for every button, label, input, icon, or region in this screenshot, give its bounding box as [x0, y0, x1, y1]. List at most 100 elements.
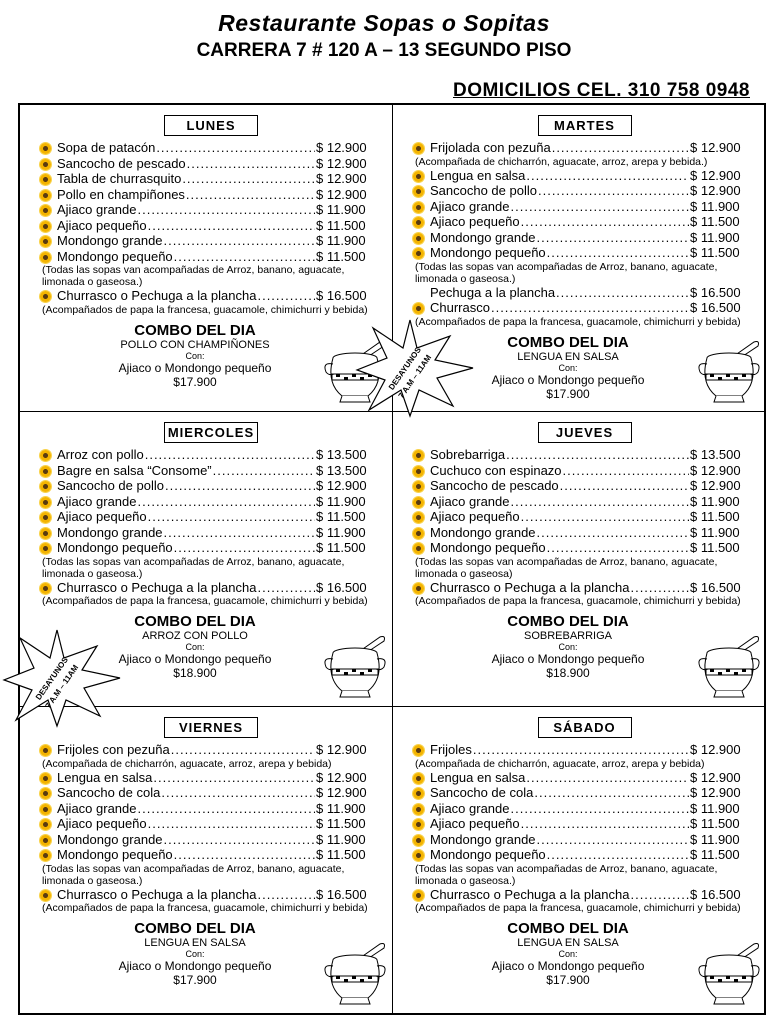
- sunflower-icon: [413, 449, 430, 465]
- sunflower-icon: [40, 787, 57, 803]
- item-name: Pollo en champiñones: [57, 186, 185, 202]
- item-price: $ 12.900: [316, 155, 367, 171]
- dot-leader: [164, 832, 315, 848]
- dot-leader: [511, 494, 690, 510]
- item-name: Sobrebarriga: [430, 447, 506, 462]
- dot-leader: [257, 887, 315, 903]
- menu-item: Sancocho de pollo $ 12.900: [40, 478, 382, 494]
- sunflower-icon: [40, 772, 57, 788]
- item-price: $ 12.900: [316, 171, 367, 186]
- soup-pot-icon: [694, 338, 764, 409]
- menu-item: Sancocho de pescado $ 12.900: [40, 156, 382, 172]
- item-name: Churrasco o Pechuga a la plancha: [430, 886, 630, 902]
- item-price: $ 11.900: [690, 831, 740, 847]
- menu-item: Lengua en salsa $ 12.900: [40, 770, 382, 786]
- item-name: Ajiaco pequeño: [430, 509, 520, 524]
- item-price: $ 11.900: [316, 524, 366, 540]
- item-name: Cuchuco con espinazo: [430, 462, 562, 478]
- sunflower-icon: [413, 542, 430, 558]
- dot-leader: [506, 447, 689, 463]
- item-price: $ 16.500: [316, 288, 367, 303]
- item-price: $ 12.900: [316, 785, 367, 800]
- dot-leader: [552, 140, 689, 156]
- combo-del-dia: COMBO DEL DIA LENGUA EN SALSA Con: Ajiaco o…: [433, 920, 703, 987]
- item-price: $ 12.900: [316, 769, 367, 785]
- sunflower-icon: [40, 480, 57, 496]
- combo-con: Con:: [558, 949, 578, 959]
- combo-options: Ajiaco o Mondongo pequeño: [491, 652, 645, 666]
- item-name: Mondongo grande: [430, 524, 536, 540]
- item-price: $ 16.500: [690, 284, 741, 300]
- menu-item: Cuchuco con espinazo $ 12.900: [413, 463, 756, 479]
- item-name: Mondongo pequeño: [57, 248, 173, 264]
- sunflower-icon: [413, 744, 430, 760]
- item-name: Ajiaco grande: [57, 493, 137, 509]
- item-name: Lengua en salsa: [430, 769, 526, 785]
- sunflower-icon: [40, 542, 57, 558]
- menu-item: Sobrebarriga $ 13.500: [413, 447, 756, 463]
- sunflower-icon: [413, 527, 430, 543]
- sunflower-icon: [413, 511, 430, 527]
- sunflower-icon: [413, 818, 430, 834]
- combo-options: Ajiaco o Mondongo pequeño: [118, 959, 272, 973]
- menu-item: Arroz con pollo $ 13.500: [40, 447, 382, 463]
- sunflower-icon: [40, 204, 57, 220]
- sunflower-icon: [413, 496, 430, 512]
- item-price: $ 11.900: [690, 524, 740, 540]
- dot-leader: [521, 214, 689, 230]
- item-price: $ 16.500: [316, 886, 367, 902]
- sunflower-icon: [413, 889, 430, 905]
- combo-dish: ARROZ CON POLLO: [142, 630, 248, 642]
- menu-item: Sancocho de cola $ 12.900: [413, 785, 756, 801]
- sunflower-icon: [40, 173, 57, 189]
- dot-leader: [174, 540, 315, 556]
- menu-item: Mondongo pequeño $ 11.500: [413, 245, 756, 261]
- menu-item: Frijolada con pezuña $ 12.900: [413, 140, 756, 156]
- sunflower-icon: [40, 582, 57, 598]
- sunflower-icon: [40, 465, 57, 481]
- item-price: $ 16.500: [690, 300, 741, 315]
- item-price: $ 12.900: [690, 769, 741, 785]
- dot-leader: [156, 140, 315, 156]
- item-note: (Acompañada de chicharrón, aguacate, arr…: [42, 757, 332, 770]
- item-name: Sancocho de cola: [57, 785, 161, 800]
- combo-options: Ajiaco o Mondongo pequeño: [118, 360, 272, 375]
- sunflower-icon: [413, 247, 430, 263]
- menu-item: Churrasco o Pechuga a la plancha $ 16.500: [413, 580, 756, 596]
- combo-del-dia: COMBO DEL DIA LENGUA EN SALSA Con: Ajiaco o…: [433, 334, 703, 401]
- menu-item: Ajiaco grande $ 11.900: [413, 199, 756, 215]
- item-name: Arroz con pollo: [57, 447, 144, 462]
- menu-item: Churrasco o Pechuga a la plancha $ 16.500: [40, 887, 382, 903]
- item-price: $ 11.500: [690, 540, 740, 555]
- combo-options: Ajiaco o Mondongo pequeño: [118, 652, 272, 666]
- dot-leader: [560, 478, 689, 494]
- item-price: $ 11.900: [316, 233, 366, 248]
- dot-leader: [174, 847, 315, 863]
- dot-leader: [538, 183, 689, 199]
- sunflower-icon: [413, 302, 430, 318]
- item-name: Ajiaco pequeño: [57, 816, 147, 831]
- dot-leader: [182, 171, 315, 187]
- dot-leader: [148, 509, 315, 525]
- sunflower-icon: [40, 158, 57, 174]
- delivery-phone: DOMICILIOS CEL. 310 758 0948: [452, 80, 750, 101]
- menu-item: Mondongo pequeño $ 11.500: [40, 249, 382, 265]
- item-price: $ 11.500: [690, 214, 740, 229]
- dot-leader: [534, 785, 689, 801]
- item-name: Frijoles: [430, 742, 472, 757]
- item-price: $ 12.900: [690, 140, 741, 155]
- item-name: Ajiaco pequeño: [430, 816, 520, 831]
- menu-item: Mondongo grande $ 11.900: [40, 525, 382, 541]
- sunflower-icon: [40, 511, 57, 527]
- menu-item: Pollo en champiñones $ 12.900: [40, 187, 382, 203]
- sunflower-icon: [40, 496, 57, 512]
- menu-item: Tabla de churrasquito $ 12.900: [40, 171, 382, 187]
- dot-leader: [526, 770, 689, 786]
- dot-leader: [171, 742, 315, 758]
- combo-options: Ajiaco o Mondongo pequeño: [491, 372, 645, 387]
- item-name: Churrasco o Pechuga a la plancha: [57, 288, 257, 303]
- menu-item: Churrasco o Pechuga a la plancha $ 16.500: [413, 887, 756, 903]
- sunflower-icon: [413, 185, 430, 201]
- menu-item: Churrasco $ 16.500: [413, 300, 756, 316]
